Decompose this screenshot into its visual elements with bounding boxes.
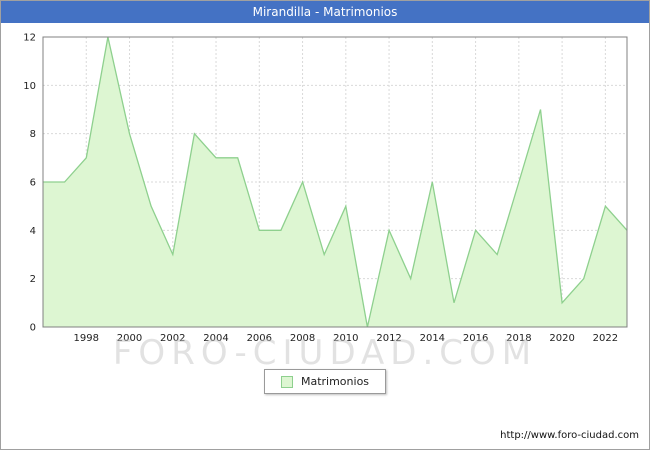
svg-text:2006: 2006 — [247, 333, 272, 344]
title-bar: Mirandilla - Matrimonios — [1, 1, 649, 23]
legend-swatch-icon — [280, 375, 293, 388]
svg-text:10: 10 — [23, 81, 36, 92]
chart-area: 0 2 4 6 8 10 12 1998 2000 2002 2004 2006 2008 2010 201… — [1, 23, 650, 355]
svg-text:0: 0 — [30, 323, 36, 334]
svg-text:2010: 2010 — [333, 333, 358, 344]
svg-text:2000: 2000 — [117, 333, 142, 344]
svg-text:2: 2 — [30, 274, 36, 285]
chart-svg: 0 2 4 6 8 10 12 1998 2000 2002 2004 2006 2008 2010 201… — [23, 33, 628, 344]
svg-text:6: 6 — [30, 178, 36, 189]
svg-text:2018: 2018 — [506, 333, 531, 344]
svg-text:4: 4 — [30, 226, 36, 237]
svg-text:2008: 2008 — [290, 333, 315, 344]
svg-text:2002: 2002 — [160, 333, 185, 344]
footer-url-link[interactable]: http://www.foro-ciudad.com — [500, 430, 639, 441]
legend-label: Matrimonios — [300, 375, 370, 388]
svg-text:12: 12 — [23, 33, 36, 44]
svg-text:1998: 1998 — [74, 333, 99, 344]
svg-text:2004: 2004 — [203, 333, 228, 344]
legend-row: Matrimonios — [1, 369, 649, 394]
svg-text:2014: 2014 — [420, 333, 445, 344]
chart-title: Mirandilla - Matrimonios — [252, 5, 398, 19]
svg-text:2022: 2022 — [593, 333, 618, 344]
svg-text:2020: 2020 — [549, 333, 574, 344]
legend-box: Matrimonios — [263, 369, 387, 394]
svg-text:2016: 2016 — [463, 333, 488, 344]
svg-text:2012: 2012 — [376, 333, 401, 344]
svg-text:8: 8 — [30, 129, 36, 140]
